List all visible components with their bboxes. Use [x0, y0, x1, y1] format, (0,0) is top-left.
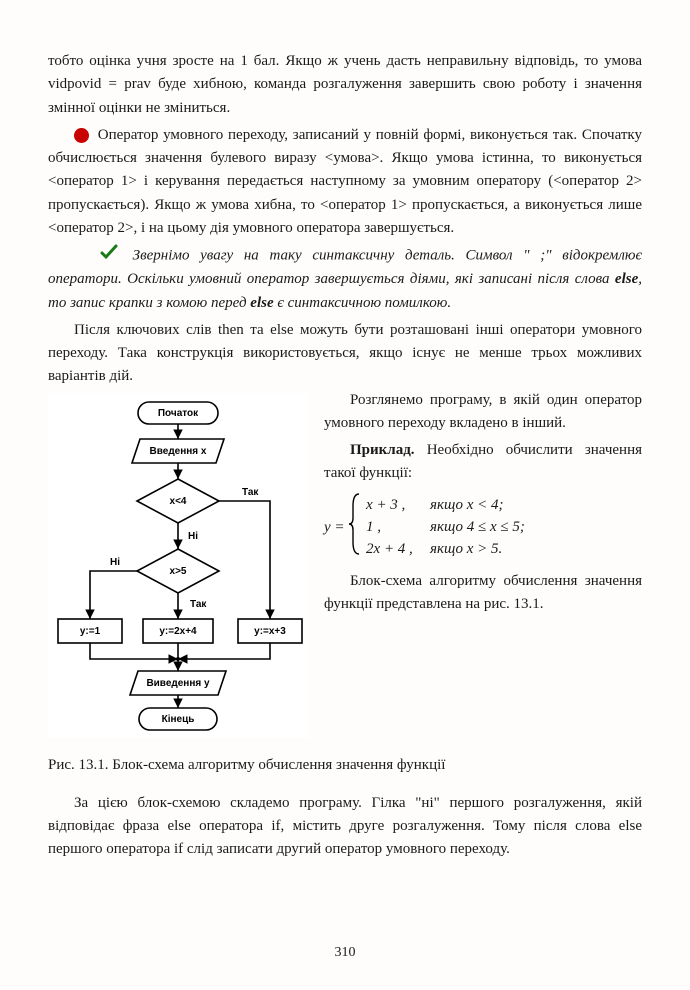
svg-text:Початок: Початок	[158, 408, 199, 419]
svg-text:Так: Так	[242, 487, 259, 498]
svg-text:Так: Так	[190, 599, 207, 610]
svg-text:x>5: x>5	[170, 566, 187, 577]
svg-text:y:=2x+4: y:=2x+4	[159, 626, 197, 637]
else-keyword-1: else	[615, 271, 638, 287]
eq-condition: якщо x < 4;	[430, 495, 504, 517]
eq-row: 2x + 4 ,якщо x > 5.	[366, 539, 525, 561]
svg-text:Ні: Ні	[110, 557, 120, 568]
paragraph-2-text: Оператор умовного переходу, записаний у …	[48, 127, 642, 236]
paragraph-2: ! Оператор умовного переходу, записаний …	[48, 124, 642, 240]
page: тобто оцінка учня зросте на 1 бал. Якщо …	[0, 0, 690, 990]
paragraph-3-a: Звернімо увагу на таку синтаксичну детал…	[48, 248, 642, 288]
eq-rows: x + 3 ,якщо x < 4;1 ,якщо 4 ≤ x ≤ 5;2x +…	[366, 495, 525, 560]
eq-value: 2x + 4 ,	[366, 539, 430, 561]
svg-text:Виведення y: Виведення y	[146, 678, 210, 689]
svg-text:Кінець: Кінець	[162, 714, 195, 725]
figure-caption: Рис. 13.1. Блок-схема алгоритму обчислен…	[48, 754, 642, 777]
paragraph-3-c: є синтаксичною помилкою.	[274, 295, 452, 311]
exclamation-icon: !	[74, 128, 89, 143]
eq-condition: якщо x > 5.	[430, 539, 502, 561]
wrap-section: Після ключових слів then та else можуть …	[48, 319, 642, 746]
brace-icon	[348, 492, 362, 564]
svg-text:Ні: Ні	[188, 531, 198, 542]
paragraph-4: Після ключових слів then та else можуть …	[48, 322, 642, 385]
eq-row: 1 ,якщо 4 ≤ x ≤ 5;	[366, 517, 525, 539]
else-keyword-2: else	[250, 295, 273, 311]
page-number: 310	[0, 942, 690, 964]
example-label: Приклад.	[350, 442, 415, 458]
svg-text:y:=1: y:=1	[80, 626, 101, 637]
paragraph-4-lead: Після ключових слів then та else можуть …	[48, 319, 642, 389]
paragraph-3: Звернімо увагу на таку синтаксичну детал…	[48, 244, 642, 315]
flowchart-svg: Так Ні Ні Так Початок Введення x x<4 x>5 y:=1 y:=…	[48, 393, 308, 738]
eq-y: y =	[324, 519, 345, 535]
svg-text:y:=x+3: y:=x+3	[254, 626, 286, 637]
eq-value: x + 3 ,	[366, 495, 430, 517]
check-icon	[74, 244, 118, 268]
eq-value: 1 ,	[366, 517, 430, 539]
svg-text:x<4: x<4	[170, 496, 187, 507]
eq-condition: якщо 4 ≤ x ≤ 5;	[430, 517, 525, 539]
paragraph-8: За цією блок-схемою складемо програму. Г…	[48, 792, 642, 862]
flowchart: Так Ні Ні Так Початок Введення x x<4 x>5 y:=1 y:=…	[48, 393, 308, 738]
paragraph-1: тобто оцінка учня зросте на 1 бал. Якщо …	[48, 50, 642, 120]
eq-row: x + 3 ,якщо x < 4;	[366, 495, 525, 517]
svg-text:Введення x: Введення x	[150, 446, 207, 457]
